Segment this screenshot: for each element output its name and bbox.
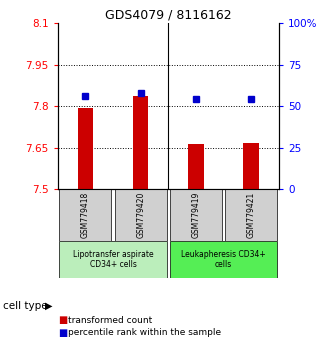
Text: transformed count: transformed count	[68, 316, 152, 325]
Bar	[59, 189, 111, 241]
Text: ▶: ▶	[45, 301, 52, 311]
Bar	[170, 241, 277, 278]
Text: GSM779419: GSM779419	[191, 192, 200, 238]
Text: Lipotransfer aspirate
CD34+ cells: Lipotransfer aspirate CD34+ cells	[73, 250, 153, 269]
Text: Leukapheresis CD34+
cells: Leukapheresis CD34+ cells	[181, 250, 266, 269]
Bar	[188, 143, 204, 189]
Bar	[170, 189, 222, 241]
Bar	[59, 241, 167, 278]
Text: cell type: cell type	[3, 301, 48, 311]
Title: GDS4079 / 8116162: GDS4079 / 8116162	[105, 9, 232, 22]
Text: ■: ■	[58, 328, 67, 338]
Text: GSM779420: GSM779420	[136, 192, 145, 238]
Bar	[133, 96, 148, 189]
Text: GSM779418: GSM779418	[81, 192, 90, 238]
Bar	[115, 189, 167, 241]
Text: GSM779421: GSM779421	[247, 192, 256, 238]
Text: ■: ■	[58, 315, 67, 325]
Text: percentile rank within the sample: percentile rank within the sample	[68, 328, 221, 337]
Bar	[244, 143, 259, 189]
Bar	[78, 108, 93, 189]
Bar	[225, 189, 277, 241]
